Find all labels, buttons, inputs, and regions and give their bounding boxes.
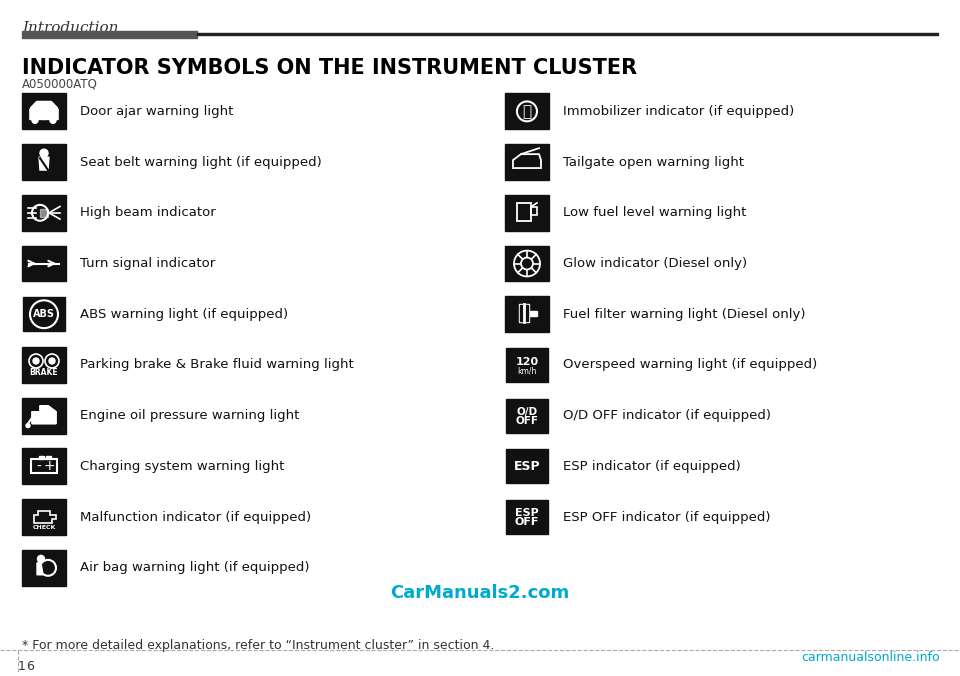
- Bar: [505, 397, 549, 433]
- Text: * For more detailed explanations, refer to “Instrument cluster” in section 4.: * For more detailed explanations, refer …: [22, 639, 494, 652]
- Bar: [22, 144, 66, 180]
- Circle shape: [37, 556, 44, 562]
- Bar: [22, 397, 66, 433]
- Text: ⚿: ⚿: [522, 104, 532, 119]
- Bar: [529, 311, 537, 316]
- Text: Tailgate open warning light: Tailgate open warning light: [563, 155, 744, 168]
- Text: Air bag warning light (if equipped): Air bag warning light (if equipped): [80, 561, 309, 575]
- Bar: [505, 347, 549, 383]
- Bar: [22, 448, 66, 484]
- Bar: [505, 499, 549, 535]
- Text: ABS warning light (if equipped): ABS warning light (if equipped): [80, 308, 288, 320]
- Text: carmanualsonline.info: carmanualsonline.info: [802, 651, 940, 665]
- Text: Low fuel level warning light: Low fuel level warning light: [563, 206, 746, 219]
- Text: Introduction: Introduction: [22, 21, 118, 35]
- Text: O/D OFF indicator (if equipped): O/D OFF indicator (if equipped): [563, 409, 771, 422]
- Bar: [22, 296, 66, 332]
- Bar: [22, 499, 66, 535]
- Bar: [506, 500, 548, 534]
- Polygon shape: [39, 157, 49, 170]
- Text: ESP: ESP: [514, 460, 540, 473]
- Text: Parking brake & Brake fluid warning light: Parking brake & Brake fluid warning ligh…: [80, 358, 353, 371]
- Text: Door ajar warning light: Door ajar warning light: [80, 105, 233, 118]
- Text: 6: 6: [26, 660, 34, 673]
- Text: Immobilizer indicator (if equipped): Immobilizer indicator (if equipped): [563, 105, 794, 118]
- Text: 1: 1: [18, 660, 26, 673]
- Bar: [22, 347, 66, 383]
- Circle shape: [40, 149, 48, 157]
- Bar: [197, 33, 938, 35]
- Polygon shape: [32, 406, 56, 424]
- Circle shape: [33, 358, 39, 364]
- Bar: [505, 245, 549, 281]
- Text: CHECK: CHECK: [33, 525, 56, 529]
- Bar: [506, 399, 548, 433]
- Text: A050000ATQ: A050000ATQ: [22, 78, 98, 91]
- Circle shape: [32, 118, 38, 123]
- Text: High beam indicator: High beam indicator: [80, 206, 216, 219]
- Bar: [46, 456, 51, 460]
- Text: OFF: OFF: [516, 416, 539, 426]
- Text: BRAKE: BRAKE: [30, 368, 59, 377]
- Bar: [505, 144, 549, 180]
- Bar: [506, 450, 548, 483]
- Text: 120: 120: [516, 357, 539, 367]
- Bar: [22, 93, 66, 129]
- Circle shape: [49, 358, 55, 364]
- Bar: [505, 93, 549, 129]
- Text: ESP indicator (if equipped): ESP indicator (if equipped): [563, 460, 741, 473]
- Bar: [31, 460, 57, 473]
- Text: INDICATOR SYMBOLS ON THE INSTRUMENT CLUSTER: INDICATOR SYMBOLS ON THE INSTRUMENT CLUS…: [22, 57, 637, 78]
- Bar: [39, 456, 44, 460]
- Bar: [505, 296, 549, 332]
- Bar: [519, 304, 529, 322]
- Text: Malfunction indicator (if equipped): Malfunction indicator (if equipped): [80, 510, 311, 524]
- Text: -: -: [36, 460, 41, 473]
- Text: ESP OFF indicator (if equipped): ESP OFF indicator (if equipped): [563, 510, 771, 524]
- Text: Charging system warning light: Charging system warning light: [80, 460, 284, 473]
- Text: Glow indicator (Diesel only): Glow indicator (Diesel only): [563, 257, 747, 270]
- Bar: [22, 195, 66, 231]
- Text: Fuel filter warning light (Diesel only): Fuel filter warning light (Diesel only): [563, 308, 805, 320]
- Bar: [505, 195, 549, 231]
- Bar: [23, 297, 65, 331]
- Text: CarManuals2.com: CarManuals2.com: [391, 583, 569, 602]
- Bar: [517, 203, 531, 221]
- Text: Engine oil pressure warning light: Engine oil pressure warning light: [80, 409, 300, 422]
- Bar: [505, 448, 549, 484]
- Text: Seat belt warning light (if equipped): Seat belt warning light (if equipped): [80, 155, 322, 168]
- Circle shape: [50, 118, 56, 123]
- Polygon shape: [37, 563, 43, 575]
- Bar: [531, 207, 537, 215]
- Text: OFF: OFF: [515, 517, 540, 527]
- Bar: [22, 550, 66, 585]
- Text: ABS: ABS: [33, 309, 55, 319]
- Text: ESP: ESP: [516, 508, 539, 518]
- Text: Turn signal indicator: Turn signal indicator: [80, 257, 215, 270]
- Bar: [22, 31, 197, 38]
- Circle shape: [26, 424, 30, 428]
- Text: km/h: km/h: [517, 366, 537, 375]
- Text: Overspeed warning light (if equipped): Overspeed warning light (if equipped): [563, 358, 817, 371]
- Text: +: +: [43, 460, 55, 473]
- Bar: [506, 348, 548, 382]
- Bar: [22, 245, 66, 281]
- Bar: [520, 306, 528, 321]
- Text: O/D: O/D: [516, 407, 538, 416]
- Polygon shape: [31, 101, 57, 118]
